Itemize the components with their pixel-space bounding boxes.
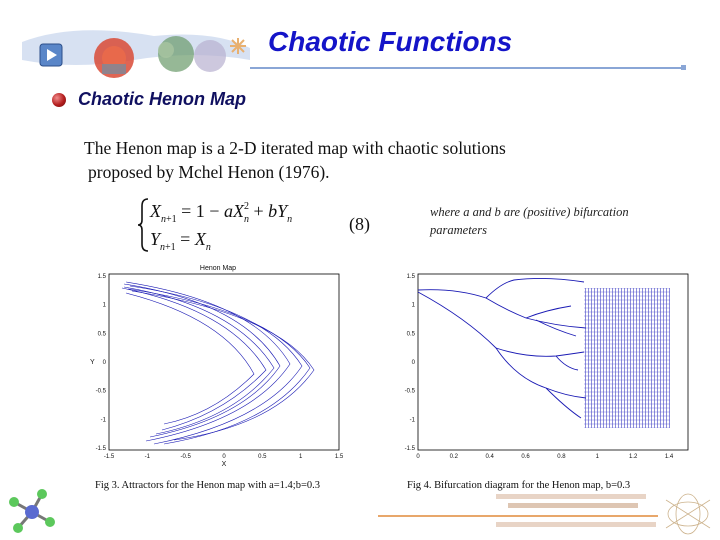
bifurcation-y-tick-3: 0: [412, 360, 416, 366]
bifurcation-x-tick-5: 1: [596, 454, 600, 460]
bifurcation-x-tick-4: 0.8: [557, 454, 566, 460]
body-paragraph: The Henon map is a 2-D iterated map with…: [84, 136, 644, 184]
attractor-x-tick-3: 0: [222, 454, 226, 460]
figure-4-caption: Fig 4. Bifurcation diagram for the Henon…: [407, 480, 631, 491]
equation-note: where a and b are (positive) bifurcation…: [430, 205, 629, 237]
body-line-1: The Henon map is a 2-D iterated map with…: [84, 138, 506, 158]
henon-attractor-plot: Henon Map X Y -1.5 -1 -0.5 0 0.5 1 1.5 1.5 1 0.5…: [90, 265, 344, 468]
body-line-2: proposed by Mchel Henon (1976).: [88, 162, 330, 182]
bullet-icon: [52, 93, 66, 107]
attractor-y-tick-1: 1: [103, 303, 107, 309]
svg-text:Yn+1 = Xn: Yn+1 = Xn: [150, 229, 211, 253]
university-logo-icon: [378, 493, 711, 535]
bifurcation-y-tick-0: 1.5: [407, 274, 416, 280]
bifurcation-y-tick-4: -0.5: [405, 389, 416, 395]
bifurcation-x-tick-7: 1.4: [665, 454, 674, 460]
attractor-x-tick-4: 0.5: [258, 454, 267, 460]
attractor-x-tick-5: 1: [299, 454, 303, 460]
attractor-x-tick-2: -0.5: [180, 454, 191, 460]
attractor-x-tick-0: -1.5: [104, 454, 115, 460]
bifurcation-x-tick-3: 0.6: [521, 454, 530, 460]
attractor-x-tick-6: 1.5: [335, 454, 344, 460]
attractor-y-label: Y: [90, 359, 95, 366]
attractor-y-tick-4: -0.5: [96, 389, 107, 395]
attractor-y-tick-2: 0.5: [98, 331, 107, 337]
attractor-plot-title: Henon Map: [200, 265, 236, 272]
attractor-y-tick-3: 0: [103, 360, 107, 366]
bifurcation-x-tick-2: 0.4: [486, 454, 495, 460]
bifurcation-diagram: 0 0.2 0.4 0.6 0.8 1 1.2 1.4 1.5 1 0.5 0 -0.5 -1 -1.5: [405, 273, 689, 460]
figure-3-caption: Fig 3. Attractors for the Henon map with…: [95, 480, 321, 491]
slide-subtitle: Chaotic Henon Map: [78, 89, 247, 109]
bifurcation-y-tick-5: -1: [410, 417, 416, 423]
attractor-x-tick-1: -1: [145, 454, 151, 460]
header-art-icon: [22, 30, 250, 78]
henon-equation: Xn+1 = 1 − aX2 n + bYn Yn+1 = Xn (8): [137, 198, 370, 253]
molecule-icon: [9, 489, 55, 533]
attractor-y-tick-0: 1.5: [98, 274, 107, 280]
bifurcation-x-tick-1: 0.2: [450, 454, 459, 460]
attractor-y-tick-6: -1.5: [96, 446, 107, 452]
bifurcation-y-tick-2: 0.5: [407, 331, 416, 337]
bifurcation-x-tick-6: 1.2: [629, 454, 638, 460]
title-divider: [250, 67, 684, 69]
title-divider-end: [681, 65, 686, 70]
attractor-x-label: X: [222, 461, 227, 468]
equation-number: (8): [349, 214, 370, 235]
attractor-y-tick-5: -1: [101, 417, 107, 423]
slide-title: Chaotic Functions: [268, 26, 513, 57]
bifurcation-x-tick-0: 0: [416, 454, 420, 460]
bifurcation-y-tick-1: 1: [412, 303, 416, 309]
bifurcation-y-tick-6: -1.5: [405, 446, 416, 452]
